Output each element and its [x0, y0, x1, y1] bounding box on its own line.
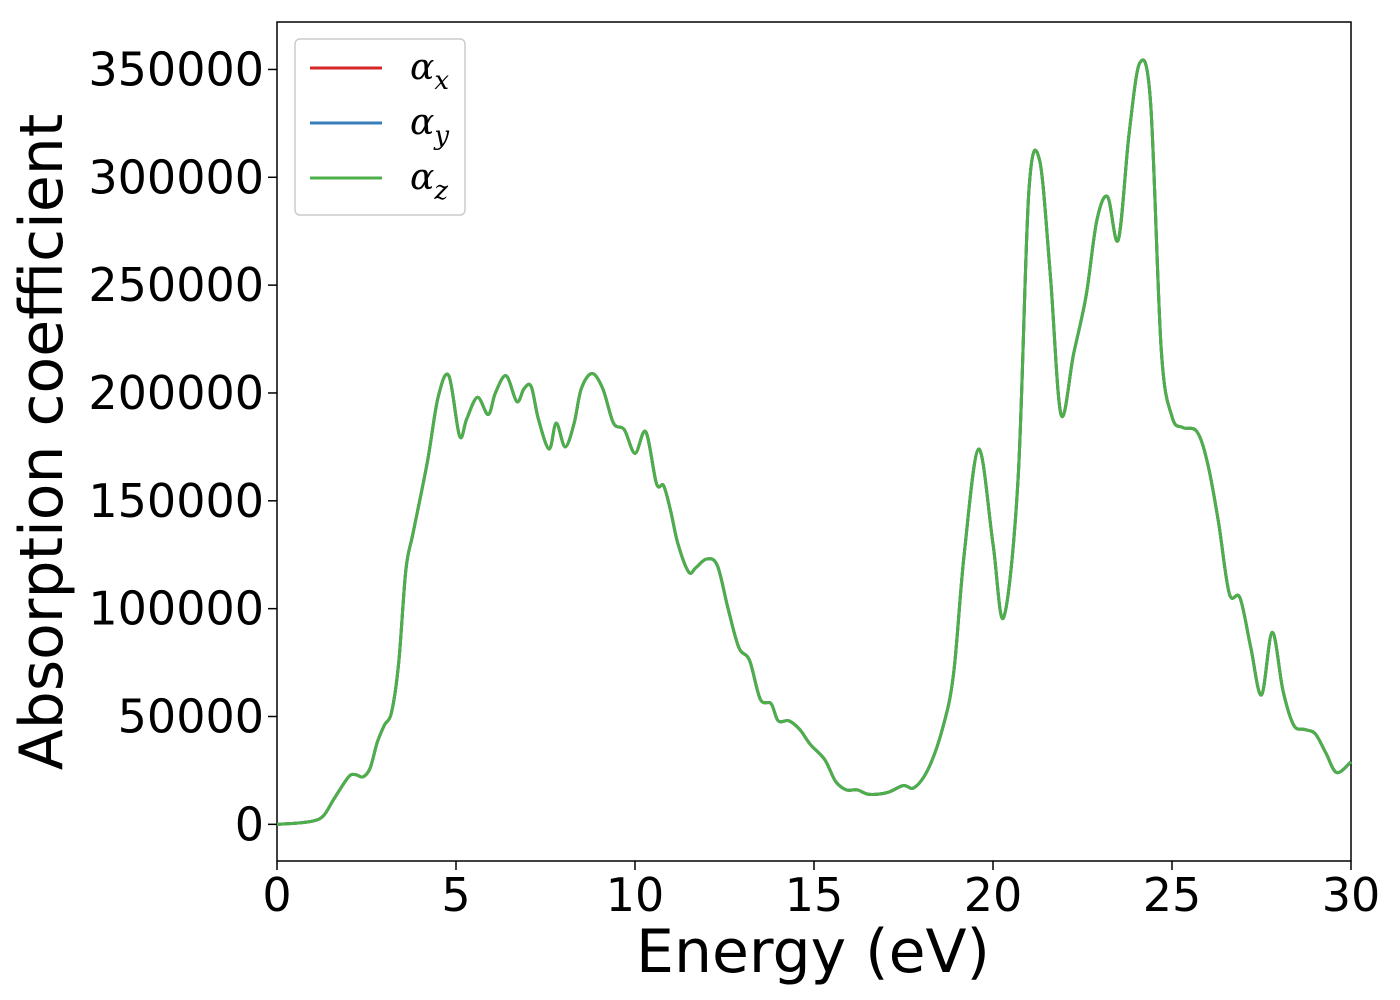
x-tick-label: 25	[1143, 868, 1202, 922]
legend-item-x: αx	[310, 47, 449, 96]
x-axis-title: Energy (eV)	[636, 917, 990, 987]
y-tick-label: 150000	[88, 474, 264, 528]
y-tick-label: 200000	[88, 366, 264, 420]
x-tick-label: 20	[964, 868, 1023, 922]
y-tick-label: 250000	[88, 258, 264, 312]
x-tick-label: 0	[262, 868, 291, 922]
y-tick-label: 350000	[88, 42, 264, 96]
y-tick-label: 100000	[88, 582, 264, 636]
y-tick-label: 0	[235, 797, 264, 851]
y-axis-title: Absorption coefficient	[7, 114, 77, 771]
y-tick-label: 300000	[88, 150, 264, 204]
x-axis: 0 5 10 15 20 25 30	[262, 861, 1380, 922]
x-tick-label: 10	[606, 868, 665, 922]
y-tick-label: 50000	[118, 689, 264, 743]
y-axis: 0 50000 100000 150000 200000 250000 300000 3500…	[88, 42, 277, 851]
x-tick-label: 5	[441, 868, 470, 922]
x-tick-label: 30	[1322, 868, 1381, 922]
x-tick-label: 15	[785, 868, 844, 922]
legend-box	[294, 38, 466, 216]
series-line-z	[276, 58, 1353, 826]
plot-area: 0 5 10 15 20 25 30 0 50000 100000 150000 200000 250…	[88, 21, 1380, 922]
series-group	[276, 58, 1353, 826]
